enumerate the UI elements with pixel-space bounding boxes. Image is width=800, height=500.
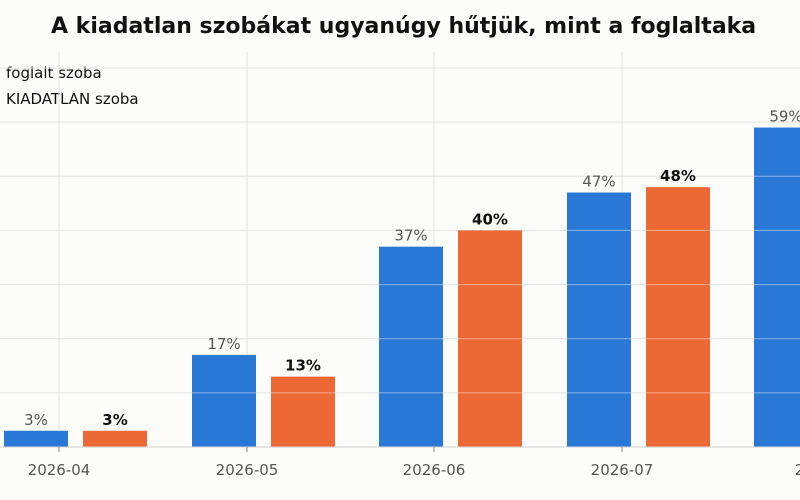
data-label-foglalt: 47% xyxy=(582,173,615,191)
chart-title: A kiadatlan szobákat ugyanúgy hűtjük, mi… xyxy=(51,14,757,39)
bar-foglalt-2026-07 xyxy=(567,192,631,447)
data-label-foglalt: 17% xyxy=(207,335,240,353)
bar-foglalt-2026-05 xyxy=(192,354,256,447)
data-label-kiadatlan: 13% xyxy=(285,357,321,375)
x-tick-label: 2026-05 xyxy=(216,461,279,479)
x-tick-label: 2026-04 xyxy=(28,461,91,479)
x-tick-label: 2026-07 xyxy=(591,461,654,479)
data-label-foglalt: 37% xyxy=(394,227,427,245)
x-axis: 2026-04 2026-05 2026-06 2026-07 202 xyxy=(0,446,800,479)
bar-foglalt-2026-04 xyxy=(4,430,68,447)
bar-kiadatlan-2026-06 xyxy=(458,230,522,447)
data-label-kiadatlan: 40% xyxy=(472,210,508,228)
data-label-kiadatlan: 3% xyxy=(102,411,127,429)
data-label-foglalt: 59% xyxy=(769,108,800,126)
bar-kiadatlan-2026-04 xyxy=(83,430,147,447)
data-label-foglalt: 3% xyxy=(24,411,48,429)
bar-foglalt-2026-08 xyxy=(754,127,800,448)
bars xyxy=(4,127,800,448)
legend-entry-kiadatlan: KIADATLAN szoba xyxy=(6,90,139,108)
x-tick-label: 202 xyxy=(795,461,800,479)
bar-kiadatlan-2026-05 xyxy=(271,376,335,447)
data-labels: 3% 17% 37% 47% 59% 3% 13% 40% 48% xyxy=(24,108,800,429)
data-label-kiadatlan: 48% xyxy=(660,167,696,185)
bar-foglalt-2026-06 xyxy=(379,246,443,447)
bar-kiadatlan-2026-07 xyxy=(646,187,710,447)
x-tick-label: 2026-06 xyxy=(403,461,466,479)
